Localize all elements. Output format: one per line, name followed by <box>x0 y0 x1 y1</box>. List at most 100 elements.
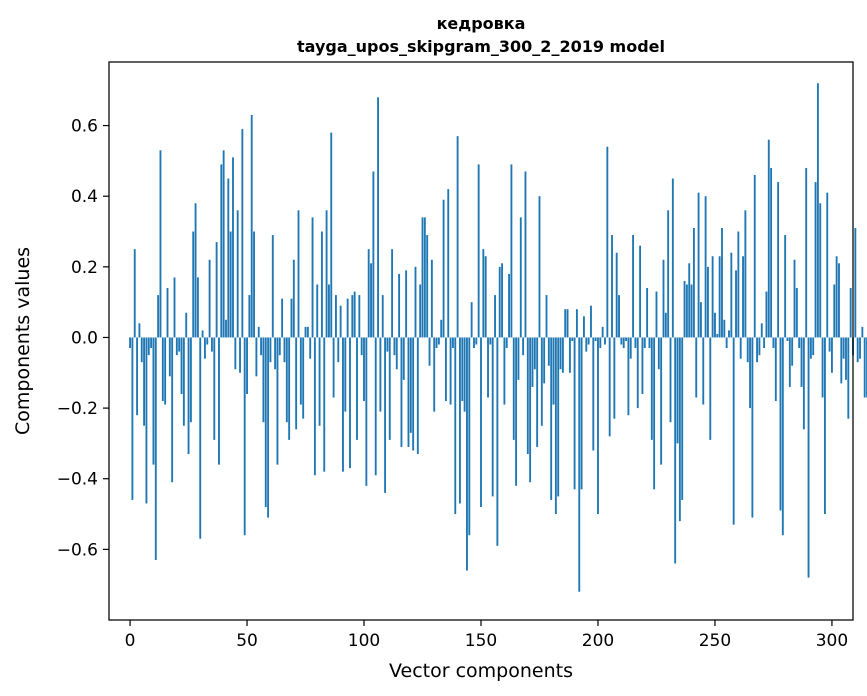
bar <box>816 83 819 338</box>
bar <box>199 337 202 539</box>
bar <box>171 337 174 483</box>
bar <box>678 337 681 522</box>
bar <box>735 270 737 338</box>
y-axis-label: Components values <box>12 247 34 435</box>
bar <box>159 150 162 338</box>
bar <box>784 235 787 338</box>
bar <box>250 114 253 338</box>
x-tick-label: 150 <box>465 631 497 651</box>
bar <box>360 337 363 356</box>
bar <box>566 309 569 338</box>
bar <box>320 231 323 338</box>
bar <box>131 337 134 500</box>
bar <box>409 337 412 433</box>
bar <box>346 298 349 338</box>
bar <box>487 337 489 398</box>
bar <box>805 167 808 338</box>
x-tick-label: 250 <box>699 631 731 651</box>
bar <box>718 256 721 338</box>
y-tick-label: 0.6 <box>71 117 98 137</box>
bar <box>604 337 606 345</box>
bar <box>164 337 167 405</box>
bar <box>578 337 581 592</box>
bar <box>187 337 190 455</box>
bar <box>823 337 826 515</box>
bar <box>662 259 665 338</box>
bar <box>632 235 635 338</box>
bar <box>451 337 454 349</box>
bar <box>332 337 335 398</box>
x-axis-ticks: 0 50 100 150 200 250 300 <box>125 620 848 651</box>
bar <box>323 337 326 472</box>
bar <box>363 337 365 402</box>
bar <box>517 337 520 380</box>
x-tick-label: 200 <box>582 631 614 651</box>
bar <box>384 337 387 493</box>
bar <box>412 337 415 451</box>
bar <box>508 273 511 338</box>
bar <box>327 284 330 338</box>
plot-area <box>108 61 867 621</box>
bar <box>802 337 805 430</box>
bar <box>461 337 464 402</box>
bar <box>344 337 347 412</box>
bar <box>175 337 178 356</box>
bar <box>430 259 433 338</box>
bar <box>620 337 623 345</box>
bar <box>255 337 258 377</box>
bar <box>147 337 150 356</box>
bar <box>828 337 831 352</box>
bar <box>152 337 155 465</box>
bar <box>243 337 246 536</box>
bar <box>795 288 798 338</box>
bar <box>494 295 496 338</box>
bar <box>271 235 274 338</box>
bar <box>274 337 277 370</box>
bar <box>213 337 216 440</box>
bar <box>688 263 691 338</box>
bar <box>386 337 389 352</box>
bar <box>723 319 726 338</box>
bar <box>767 139 770 338</box>
bar <box>260 337 263 356</box>
bar <box>297 210 300 338</box>
bar <box>772 337 775 349</box>
bar <box>292 259 295 338</box>
bar <box>826 192 829 338</box>
bar <box>859 337 861 359</box>
bar <box>276 337 279 465</box>
bar <box>498 266 501 338</box>
bar <box>136 337 139 416</box>
bar <box>707 266 709 338</box>
bar <box>295 337 298 430</box>
chart-subtitle: tayga_upos_skipgram_300_2_2019 model <box>297 37 665 56</box>
bar <box>807 337 810 578</box>
bar <box>777 182 780 338</box>
bar <box>351 295 354 338</box>
y-tick-label: 0.4 <box>71 187 98 207</box>
bar <box>222 150 225 338</box>
bar <box>655 291 658 338</box>
bar <box>809 337 812 359</box>
bar <box>559 337 562 370</box>
bar <box>220 164 223 338</box>
bar <box>229 231 232 338</box>
bar <box>849 288 852 338</box>
bar <box>367 249 370 338</box>
bar <box>671 178 674 338</box>
bar <box>211 337 213 352</box>
bar <box>765 291 768 338</box>
bar <box>746 337 749 363</box>
bar <box>639 245 642 338</box>
bar <box>781 337 784 536</box>
bar <box>393 337 396 356</box>
bar <box>550 337 553 500</box>
bar <box>812 337 815 356</box>
bar <box>753 175 756 338</box>
bar <box>629 337 632 359</box>
bar <box>299 337 302 405</box>
bar <box>398 273 401 338</box>
bar <box>225 319 227 338</box>
bar <box>641 337 644 394</box>
bar <box>611 235 613 338</box>
